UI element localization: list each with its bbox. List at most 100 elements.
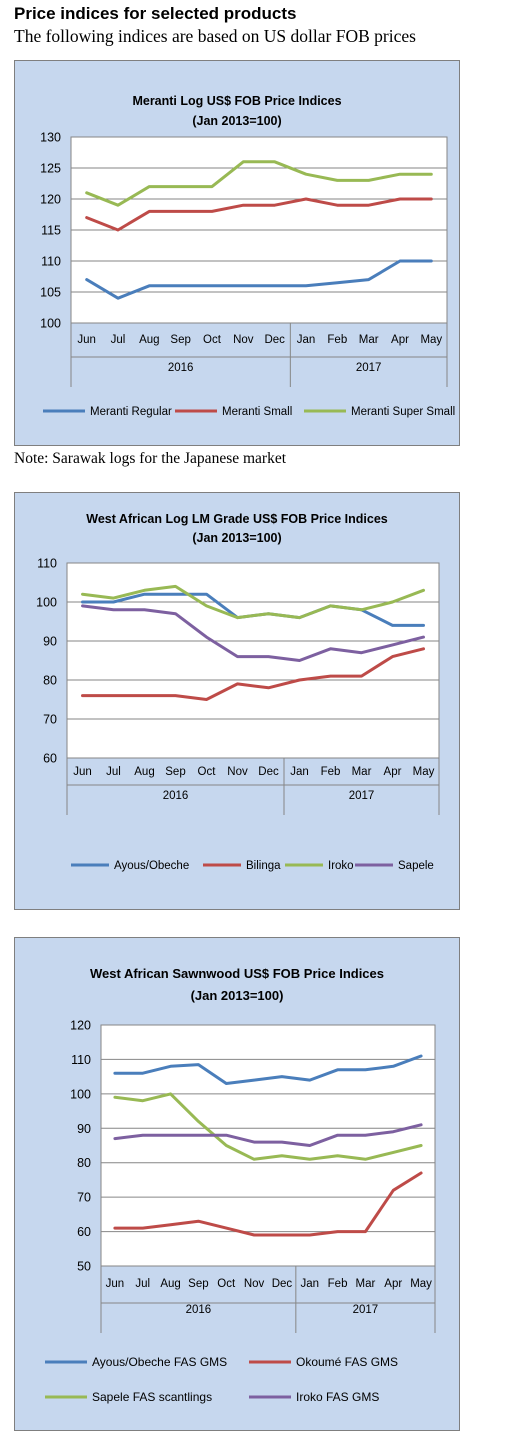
year-group-label: 2016 [186, 1304, 212, 1316]
chart-svg: West African Sawnwood US$ FOB Price Indi… [45, 966, 436, 1404]
x-tick-label: Sep [170, 334, 190, 346]
y-tick-label: 100 [70, 1087, 91, 1101]
x-tick-label: Feb [321, 766, 341, 778]
legend-label: Bilinga [246, 860, 281, 872]
x-tick-label: Apr [384, 766, 402, 778]
chart-title: West African Log LM Grade US$ FOB Price … [86, 512, 388, 526]
year-group-label: 2017 [349, 790, 375, 802]
y-tick-label: 80 [77, 1156, 91, 1170]
legend-label: Meranti Regular [90, 406, 172, 418]
series-line-2 [85, 160, 433, 207]
x-tick-label: Dec [258, 766, 279, 778]
y-tick-label: 80 [43, 674, 57, 688]
x-tick-label: Feb [327, 334, 347, 346]
x-tick-label: Dec [272, 1278, 293, 1290]
series-line-3 [81, 604, 425, 662]
y-tick-label: 90 [43, 635, 57, 649]
x-tick-label: Sep [188, 1278, 208, 1290]
x-tick-label: Nov [244, 1278, 265, 1290]
chart-subtitle: (Jan 2013=100) [192, 531, 281, 545]
x-tick-label: Sep [165, 766, 185, 778]
series-line-3 [113, 1123, 423, 1147]
series-line-1 [81, 647, 425, 701]
x-tick-label: Mar [359, 334, 379, 346]
year-group-label: 2017 [353, 1304, 379, 1316]
x-tick-label: Jul [135, 1278, 150, 1290]
y-tick-label: 110 [71, 1053, 91, 1067]
x-tick-label: Dec [264, 334, 285, 346]
y-tick-label: 70 [77, 1191, 91, 1205]
y-tick-label: 60 [77, 1225, 91, 1239]
x-tick-label: Jun [106, 1278, 125, 1290]
legend-label: Meranti Super Small [351, 406, 455, 418]
west-african-sawnwood-chart: West African Sawnwood US$ FOB Price Indi… [14, 937, 460, 1431]
y-tick-label: 120 [40, 193, 61, 207]
x-tick-label: Jan [290, 766, 309, 778]
x-tick-label: Jun [77, 334, 96, 346]
x-tick-label: May [413, 766, 435, 778]
x-tick-label: Aug [160, 1278, 180, 1290]
x-tick-label: Aug [134, 766, 154, 778]
x-tick-label: Nov [227, 766, 248, 778]
x-tick-label: Apr [384, 1278, 402, 1290]
x-tick-label: Aug [139, 334, 159, 346]
y-tick-label: 50 [77, 1260, 91, 1274]
x-tick-label: Feb [328, 1278, 348, 1290]
legend-label: Okoumé FAS GMS [296, 1355, 398, 1369]
chart-subtitle: (Jan 2013=100) [192, 114, 281, 128]
x-tick-label: Jan [297, 334, 316, 346]
y-tick-label: 125 [40, 162, 61, 176]
plot-area [66, 562, 440, 759]
y-tick-label: 130 [40, 131, 61, 145]
legend-label: Sapele [398, 860, 434, 872]
x-tick-label: Apr [391, 334, 409, 346]
chart-svg: Meranti Log US$ FOB Price Indices (Jan 20… [40, 94, 455, 418]
series-line-0 [113, 1054, 423, 1085]
x-tick-label: Jul [111, 334, 126, 346]
west-african-log-chart: West African Log LM Grade US$ FOB Price … [14, 492, 460, 910]
chart-title: West African Sawnwood US$ FOB Price Indi… [90, 966, 384, 981]
chart-svg: West African Log LM Grade US$ FOB Price … [36, 512, 440, 872]
series-line-0 [85, 259, 433, 300]
series-line-1 [113, 1171, 423, 1237]
series-line-2 [81, 584, 425, 620]
y-tick-label: 120 [70, 1019, 91, 1033]
year-group-label: 2016 [168, 362, 194, 374]
chart-subtitle: (Jan 2013=100) [191, 988, 284, 1003]
x-tick-label: Oct [217, 1278, 236, 1290]
legend-label: Ayous/Obeche FAS GMS [92, 1355, 227, 1369]
legend-label: Sapele FAS scantlings [92, 1390, 212, 1404]
x-tick-label: Jul [106, 766, 121, 778]
x-tick-label: Jun [73, 766, 92, 778]
legend-label: Iroko FAS GMS [296, 1390, 379, 1404]
chart-note: Note: Sarawak logs for the Japanese mark… [14, 450, 287, 467]
chart-title: Meranti Log US$ FOB Price Indices [132, 94, 341, 108]
series-line-1 [85, 197, 433, 232]
y-tick-label: 115 [41, 224, 61, 238]
page-subheading: The following indices are based on US do… [14, 26, 416, 46]
y-tick-label: 110 [41, 255, 61, 269]
y-tick-label: 105 [40, 286, 61, 300]
meranti-log-chart: Meranti Log US$ FOB Price Indices (Jan 20… [14, 60, 460, 446]
y-tick-label: 100 [40, 317, 61, 331]
legend-label: Ayous/Obeche [114, 860, 189, 872]
x-tick-label: Oct [203, 334, 222, 346]
y-tick-label: 60 [43, 752, 57, 766]
y-tick-label: 70 [43, 713, 57, 727]
legend-label: Iroko [328, 860, 354, 872]
year-group-label: 2017 [356, 362, 382, 374]
y-tick-label: 90 [77, 1122, 91, 1136]
x-tick-label: Mar [352, 766, 372, 778]
year-group-label: 2016 [163, 790, 189, 802]
x-tick-label: May [420, 334, 442, 346]
y-tick-label: 100 [36, 596, 57, 610]
legend-label: Meranti Small [222, 406, 292, 418]
series-line-2 [113, 1092, 423, 1161]
x-tick-label: Nov [233, 334, 254, 346]
x-tick-label: Jan [300, 1278, 319, 1290]
y-tick-label: 110 [37, 557, 57, 571]
plot-area [100, 1024, 436, 1267]
x-tick-label: Oct [198, 766, 217, 778]
x-tick-label: May [410, 1278, 432, 1290]
page-heading: Price indices for selected products [14, 4, 297, 23]
